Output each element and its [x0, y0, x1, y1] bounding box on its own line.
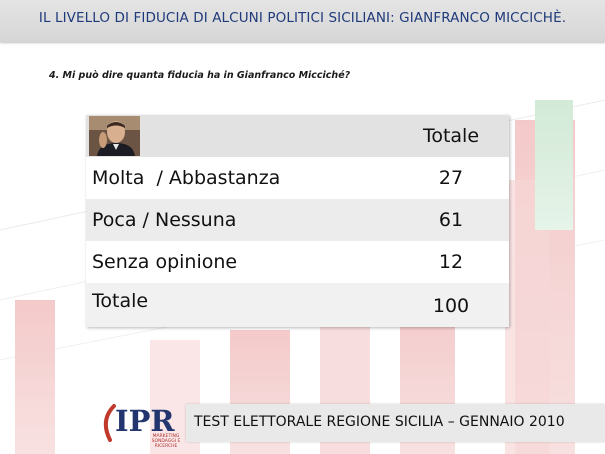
row-value: 61	[438, 209, 464, 231]
survey-question: 4. Mi può dire quanta fiducia ha in Gian…	[49, 70, 351, 81]
row-label: Senza opinione	[92, 251, 238, 273]
logo-text: IPR	[115, 404, 175, 438]
ipr-logo: IPR MARKETING SONDAGGI E RICERCHE	[98, 402, 184, 449]
row-label: Molta / Abbastanza	[92, 167, 281, 189]
column-header-totale: Totale	[422, 125, 480, 147]
logo-subtext: MARKETING SONDAGGI E RICERCHE	[151, 434, 181, 449]
politician-photo	[89, 116, 140, 156]
table-row: Senza opinione 12	[86, 241, 509, 283]
row-label: Totale	[92, 290, 149, 312]
results-table: Totale Molta / Abbastanza 27 Poca / Ness…	[86, 115, 509, 327]
row-value: 100	[432, 295, 470, 317]
page-title: IL LIVELLO DI FIDUCIA DI ALCUNI POLITICI…	[38, 10, 567, 26]
footer-caption: TEST ELETTORALE REGIONE SICILIA – GENNAI…	[194, 414, 565, 430]
table-header-row: Totale	[86, 115, 509, 157]
table-row: Poca / Nessuna 61	[86, 199, 509, 241]
table-total-row: Totale 100	[86, 283, 509, 327]
row-value: 12	[438, 251, 464, 273]
footer-bar: TEST ELETTORALE REGIONE SICILIA – GENNAI…	[186, 404, 605, 442]
table-row: Molta / Abbastanza 27	[86, 157, 509, 199]
title-bar: IL LIVELLO DI FIDUCIA DI ALCUNI POLITICI…	[0, 0, 605, 42]
row-label: Poca / Nessuna	[92, 209, 237, 231]
row-value: 27	[438, 167, 464, 189]
